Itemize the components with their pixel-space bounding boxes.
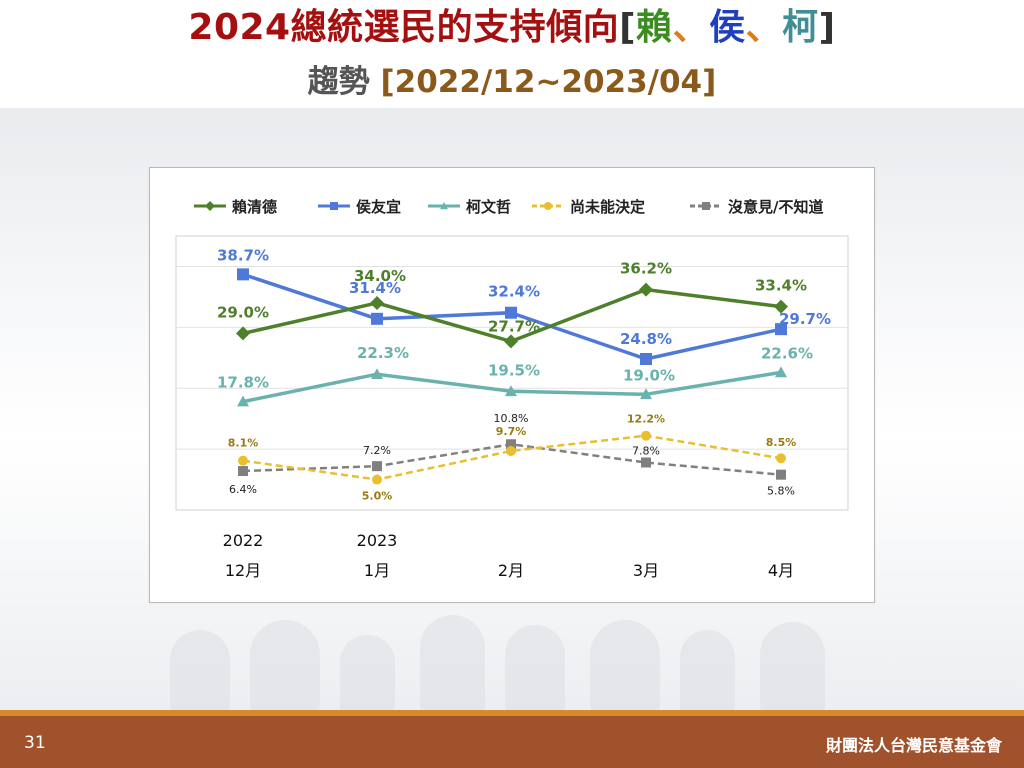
legend-label: 侯友宜: [356, 198, 401, 216]
subtitle-text: 趨勢: [307, 64, 370, 100]
footer-accent-line: [0, 710, 1024, 716]
data-point: [640, 388, 652, 400]
data-label: 19.0%: [623, 366, 675, 384]
slide-title: 2024總統選民的支持傾向[賴、侯、柯]: [0, 6, 1024, 50]
data-point: [505, 306, 517, 319]
chart-container: 賴清德 侯友宜 柯文哲 尚未能決定 沒意見/不知道 6.4% 7.2% 10.8% 7.8% 5.…: [149, 167, 875, 603]
title-bracket-open: [: [619, 7, 637, 48]
data-point: [776, 453, 786, 464]
legend-marker: [205, 201, 215, 211]
x-axis-tick-label: 4月: [768, 561, 794, 580]
data-point: [641, 457, 651, 468]
x-axis-tick-label: 1月: [364, 561, 390, 580]
data-label: 9.7%: [496, 425, 527, 438]
silhouette-decoration: [420, 615, 485, 710]
title-bracket-close: ]: [818, 7, 836, 48]
title-name-ko: 柯: [782, 7, 819, 48]
legend-marker: [440, 202, 448, 210]
silhouette-decoration: [340, 635, 395, 710]
data-point: [371, 312, 383, 325]
legend-label: 沒意見/不知道: [728, 198, 823, 216]
data-label: 34.0%: [354, 267, 406, 285]
data-label: 19.5%: [488, 361, 540, 379]
subtitle-range: [2022/12~2023/04]: [380, 64, 717, 100]
data-label: 8.5%: [766, 436, 797, 449]
legend-label: 柯文哲: [466, 198, 511, 216]
data-label: 22.3%: [357, 344, 409, 362]
x-axis-tick-label: 2月: [498, 561, 524, 580]
data-point: [372, 474, 382, 485]
x-axis-year-label: 2022: [223, 531, 264, 550]
slide-footer: 31 財團法人台灣民意基金會: [0, 716, 1024, 768]
data-label: 31.4%: [349, 279, 401, 297]
legend-marker: [330, 202, 338, 210]
data-point: [371, 368, 383, 380]
data-label: 32.4%: [488, 283, 540, 301]
x-axis-year-label: 2023: [357, 531, 398, 550]
data-point: [775, 366, 787, 378]
title-name-hou: 侯: [709, 7, 746, 48]
data-point: [774, 299, 788, 314]
silhouette-decoration: [170, 630, 230, 710]
silhouette-decoration: [760, 622, 825, 710]
data-point: [238, 466, 248, 477]
data-label: 29.0%: [217, 303, 269, 321]
title-separator: 、: [672, 7, 710, 48]
legend-marker: [702, 202, 710, 210]
data-label: 8.1%: [228, 437, 259, 450]
data-label: 5.8%: [767, 485, 795, 498]
data-label: 7.8%: [632, 445, 660, 458]
data-label: 36.2%: [620, 260, 672, 278]
data-point: [639, 282, 653, 297]
page-number: 31: [24, 733, 46, 753]
data-point: [237, 268, 249, 281]
title-name-lai: 賴: [636, 7, 673, 48]
slide-subtitle: 趨勢 [2022/12~2023/04]: [0, 62, 1024, 102]
data-point: [506, 445, 516, 456]
data-label: 5.0%: [362, 490, 393, 503]
data-point: [237, 395, 249, 407]
line-chart: 賴清德 侯友宜 柯文哲 尚未能決定 沒意見/不知道 6.4% 7.2% 10.8% 7.8% 5.…: [175, 198, 849, 580]
data-point: [370, 295, 384, 310]
data-point: [238, 455, 248, 466]
x-axis-tick-label: 3月: [633, 561, 659, 580]
silhouette-decoration: [505, 625, 565, 710]
data-label: 22.6%: [761, 344, 813, 362]
legend-marker: [544, 202, 552, 210]
slide-header: 2024總統選民的支持傾向[賴、侯、柯] 趨勢 [2022/12~2023/04…: [0, 0, 1024, 108]
series-line: [242, 434, 782, 481]
data-label: 10.8%: [494, 412, 529, 425]
data-label: 24.8%: [620, 330, 672, 348]
data-point: [236, 326, 250, 341]
data-point: [776, 469, 786, 480]
data-point: [641, 430, 651, 441]
plot-area-border: [175, 235, 849, 511]
organization-name: 財團法人台灣民意基金會: [825, 736, 1002, 755]
legend-label: 尚未能決定: [570, 198, 645, 216]
data-label: 17.8%: [217, 374, 269, 392]
data-label: 38.7%: [217, 246, 269, 264]
x-axis-tick-label: 12月: [225, 561, 261, 580]
title-separator: 、: [745, 7, 783, 48]
data-point: [372, 461, 382, 472]
data-point: [505, 385, 517, 397]
data-label: 12.2%: [627, 413, 665, 426]
data-label: 7.2%: [363, 444, 391, 457]
data-label: 27.7%: [488, 317, 540, 335]
legend-label: 賴清德: [232, 198, 277, 216]
data-label: 29.7%: [779, 310, 831, 328]
data-point: [506, 439, 516, 450]
data-label: 6.4%: [229, 483, 257, 496]
title-main: 2024總統選民的支持傾向: [188, 7, 620, 48]
silhouette-decoration: [590, 620, 660, 710]
silhouette-decoration: [680, 630, 735, 710]
data-point: [504, 334, 518, 349]
data-label: 33.4%: [755, 277, 807, 295]
data-point: [640, 352, 652, 365]
silhouette-decoration: [250, 620, 320, 710]
data-point: [775, 323, 787, 336]
